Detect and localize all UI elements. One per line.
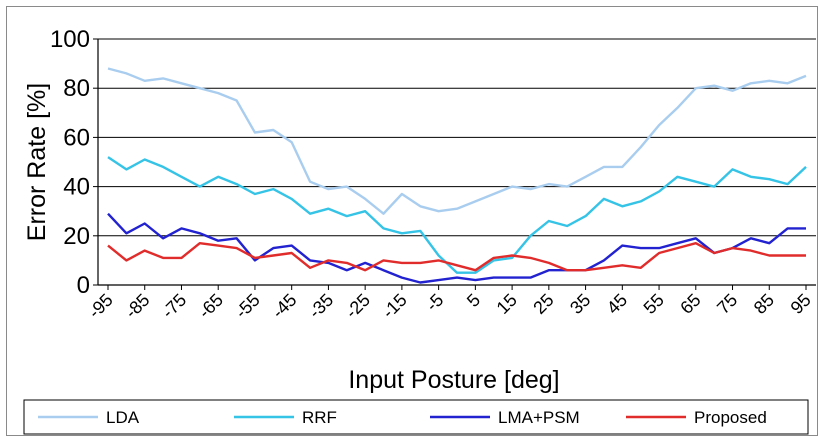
x-tick-label: 45 bbox=[603, 290, 631, 318]
x-tick-label: -35 bbox=[305, 290, 338, 323]
axes bbox=[93, 38, 816, 290]
x-tick-label: 55 bbox=[640, 290, 668, 318]
series-line-proposed bbox=[107, 241, 806, 272]
y-tick-label: 0 bbox=[77, 272, 90, 299]
y-axis-title: Error Rate [%] bbox=[23, 83, 51, 241]
legend-box bbox=[23, 399, 809, 435]
x-tick-label: -75 bbox=[158, 290, 191, 323]
y-tick-labels: 0 20 40 60 80 100 bbox=[50, 26, 90, 299]
x-tick-label: 75 bbox=[713, 290, 741, 318]
y-tick-label: 100 bbox=[50, 26, 90, 53]
x-tick-label: 65 bbox=[676, 290, 704, 318]
legend-label: LDA bbox=[106, 408, 140, 427]
x-tick-label: 25 bbox=[529, 290, 557, 318]
x-axis-title: Input Posture [deg] bbox=[348, 366, 559, 394]
y-tick-label: 80 bbox=[63, 75, 90, 102]
series-line-rrf bbox=[107, 156, 807, 274]
x-tick-label: 95 bbox=[787, 290, 815, 318]
series-lines bbox=[107, 67, 807, 284]
x-tick-label: -15 bbox=[378, 290, 411, 323]
x-tick-label: -5 bbox=[422, 290, 447, 315]
legend-label: RRF bbox=[302, 408, 337, 427]
series-line-lda bbox=[107, 67, 807, 215]
x-tick-label: 35 bbox=[566, 290, 594, 318]
x-tick-label: -45 bbox=[268, 290, 301, 323]
x-tick-label: -85 bbox=[121, 290, 154, 323]
x-tick-label: -65 bbox=[195, 290, 228, 323]
y-tick-label: 60 bbox=[63, 124, 90, 151]
y-tick-label: 40 bbox=[63, 174, 90, 201]
legend-label: Proposed bbox=[694, 408, 767, 427]
x-tick-label: 5 bbox=[463, 290, 484, 311]
x-tick-label: -55 bbox=[231, 290, 264, 323]
series-line-lma-psm bbox=[107, 212, 806, 284]
x-tick-label: 85 bbox=[750, 290, 778, 318]
x-tick-label: -25 bbox=[341, 290, 374, 323]
y-tick-label: 20 bbox=[63, 223, 90, 250]
legend: LDA RRF LMA+PSM Proposed bbox=[38, 408, 767, 427]
x-tick-label: 15 bbox=[493, 290, 521, 318]
x-tick-labels: -95 -85 -75 -65 -55 -45 -35 -25 -15 -5 5 15 25 35 45 55… bbox=[84, 290, 815, 323]
legend-label: LMA+PSM bbox=[498, 408, 580, 427]
